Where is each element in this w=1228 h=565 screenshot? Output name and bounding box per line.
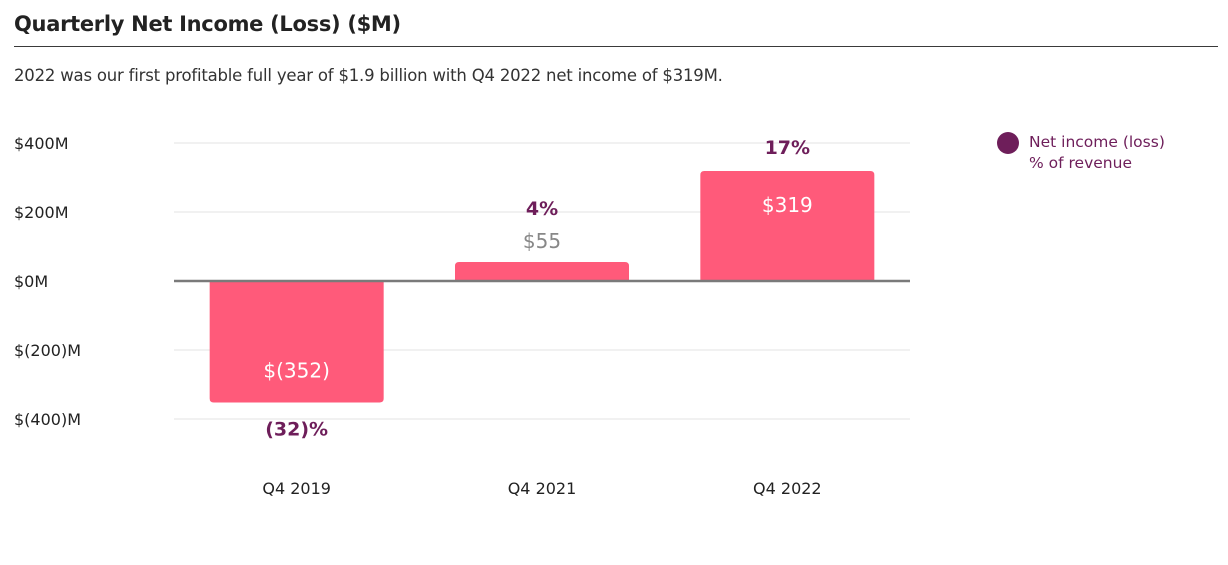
x-category-label: Q4 2022	[753, 479, 822, 498]
y-tick-label: $(200)M	[14, 341, 81, 360]
legend: Net income (loss) % of revenue	[997, 132, 1165, 174]
bar-value-label: $(352)	[263, 358, 330, 382]
chart-title: Quarterly Net Income (Loss) ($M)	[14, 12, 401, 36]
bar-value-label: $55	[523, 229, 561, 253]
bar-value-label: $319	[762, 193, 813, 217]
bar	[209, 281, 384, 403]
y-tick-label: $0M	[14, 272, 48, 291]
y-tick-label: $(400)M	[14, 410, 81, 429]
margin-percent-label: (32)%	[265, 418, 328, 440]
bar	[455, 262, 629, 281]
y-tick-label: $400M	[14, 134, 69, 153]
y-tick-label: $200M	[14, 203, 69, 222]
x-category-label: Q4 2021	[508, 479, 577, 498]
bar	[700, 170, 875, 281]
margin-percent-label: 17%	[765, 137, 810, 159]
title-divider	[14, 46, 1218, 47]
x-category-label: Q4 2019	[262, 479, 331, 498]
chart-subtitle: 2022 was our first profitable full year …	[14, 66, 723, 85]
legend-swatch	[997, 132, 1019, 154]
margin-percent-label: 4%	[526, 198, 558, 220]
legend-label-line1: Net income (loss)	[1029, 133, 1165, 151]
legend-label: Net income (loss) % of revenue	[1029, 132, 1165, 174]
legend-label-line2: % of revenue	[1029, 154, 1132, 172]
